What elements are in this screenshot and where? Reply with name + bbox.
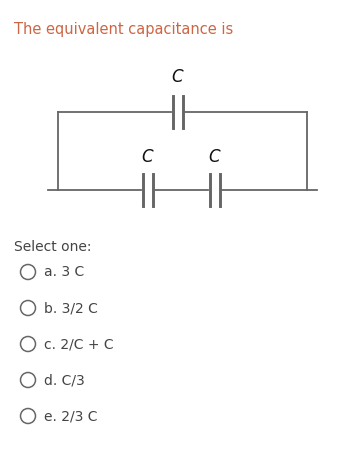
Text: b. 3/2 C: b. 3/2 C — [43, 301, 97, 315]
Text: a. 3 C: a. 3 C — [43, 265, 84, 279]
Text: $\mathit{C}$: $\mathit{C}$ — [141, 148, 155, 166]
Text: c. 2/C + C: c. 2/C + C — [43, 337, 113, 351]
Text: e. 2/3 C: e. 2/3 C — [43, 409, 97, 423]
Text: $\mathit{C}$: $\mathit{C}$ — [208, 148, 222, 166]
Text: $\mathit{C}$: $\mathit{C}$ — [171, 68, 185, 86]
Text: d. C/3: d. C/3 — [43, 373, 84, 387]
Text: The equivalent capacitance is: The equivalent capacitance is — [14, 22, 233, 37]
Text: Select one:: Select one: — [14, 240, 92, 254]
